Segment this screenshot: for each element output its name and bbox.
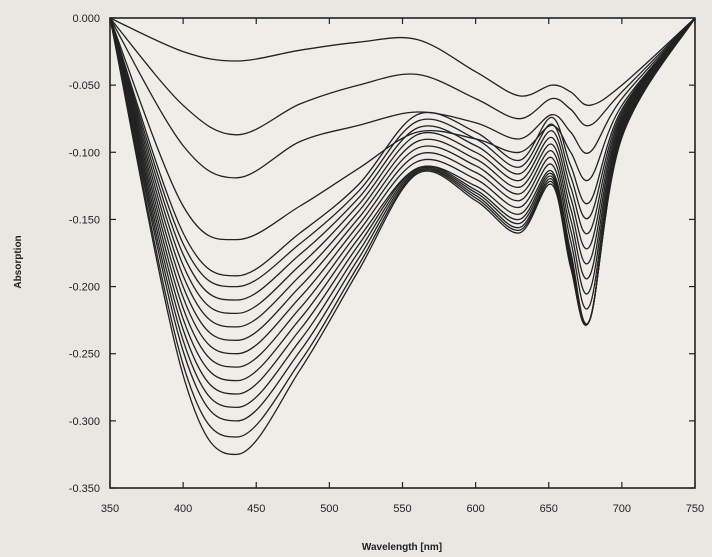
series-line-5 bbox=[109, 17, 696, 277]
series-line-8 bbox=[109, 17, 696, 315]
series-line-11 bbox=[109, 17, 696, 355]
y-tick-label: 0.000 bbox=[72, 13, 100, 25]
y-tick-label: -0.300 bbox=[69, 416, 100, 428]
series-line-12 bbox=[109, 17, 696, 368]
x-tick-label: 450 bbox=[247, 503, 265, 515]
y-tick-label: -0.200 bbox=[69, 282, 100, 294]
x-tick-label: 500 bbox=[320, 503, 338, 515]
y-tick-label: -0.250 bbox=[69, 349, 100, 361]
x-tick-label: 550 bbox=[393, 503, 411, 515]
y-tick-label: -0.350 bbox=[69, 483, 100, 495]
x-tick-label: 750 bbox=[686, 503, 704, 515]
series-line-4 bbox=[109, 17, 696, 241]
x-tick-label: 700 bbox=[613, 503, 631, 515]
series-line-10 bbox=[109, 17, 696, 341]
series-line-18 bbox=[109, 17, 696, 456]
series-line-9 bbox=[109, 17, 696, 328]
y-tick-label: -0.100 bbox=[69, 147, 100, 159]
x-tick-label: 350 bbox=[101, 503, 119, 515]
series-line-3 bbox=[109, 17, 696, 179]
y-axis-title: Absorption bbox=[13, 235, 24, 288]
series-line-2 bbox=[109, 17, 696, 136]
y-tick-label: -0.050 bbox=[69, 80, 100, 92]
y-tick-layer: 0.000 -0.050 -0.100 -0.150 -0.200 -0.250 -0.30… bbox=[69, 13, 695, 495]
series-line-6 bbox=[109, 17, 696, 288]
x-axis-title: Wavelength [nm] bbox=[362, 542, 442, 553]
series-line-1 bbox=[109, 17, 696, 106]
x-tick-layer: 350 400 450 500 550 600 650 700 750 bbox=[101, 18, 704, 515]
x-tick-label: 650 bbox=[540, 503, 558, 515]
series-line-7 bbox=[109, 17, 696, 301]
x-tick-label: 600 bbox=[466, 503, 484, 515]
series-layer bbox=[109, 17, 696, 456]
x-tick-label: 400 bbox=[174, 503, 192, 515]
y-tick-label: -0.150 bbox=[69, 214, 100, 226]
